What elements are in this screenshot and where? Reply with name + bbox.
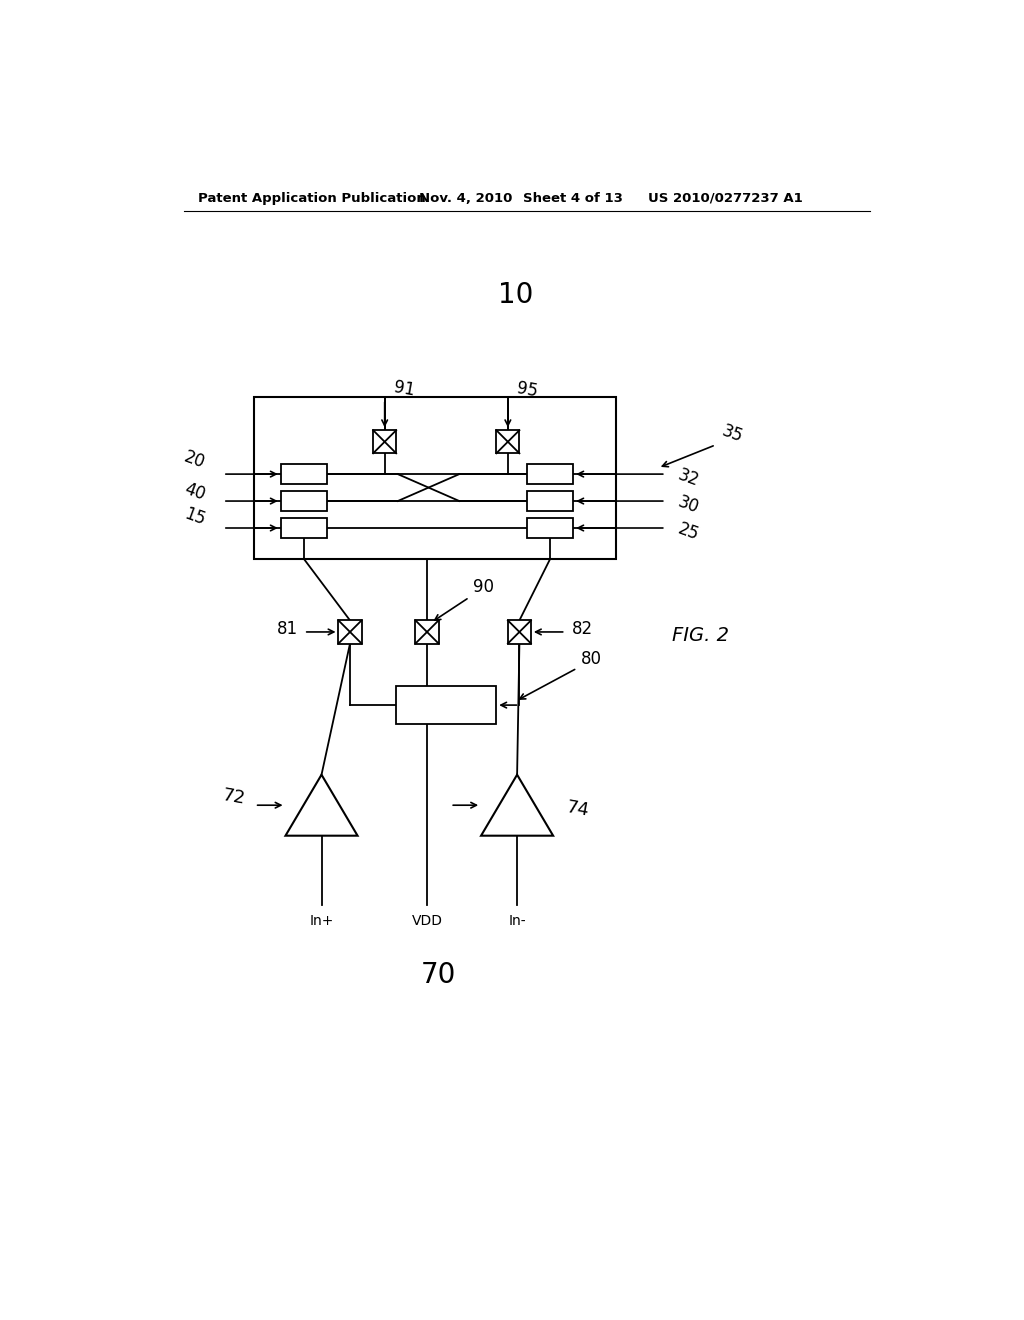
Text: 10: 10: [498, 281, 534, 309]
Bar: [497, 430, 519, 453]
Text: 91: 91: [392, 379, 417, 400]
Bar: [508, 620, 531, 644]
Text: 70: 70: [421, 961, 457, 989]
Bar: [527, 491, 573, 511]
Bar: [339, 620, 361, 644]
Bar: [416, 620, 438, 644]
Text: 82: 82: [571, 620, 593, 638]
Text: 72: 72: [221, 787, 247, 808]
Text: 15: 15: [181, 506, 208, 529]
Bar: [281, 465, 327, 483]
Bar: [527, 465, 573, 483]
Polygon shape: [481, 775, 553, 836]
Polygon shape: [286, 775, 357, 836]
Text: 95: 95: [515, 379, 540, 400]
Bar: [396, 686, 497, 725]
Bar: [281, 491, 327, 511]
Text: 25: 25: [675, 520, 701, 544]
Bar: [373, 430, 396, 453]
Text: Nov. 4, 2010: Nov. 4, 2010: [419, 191, 513, 205]
Text: Sheet 4 of 13: Sheet 4 of 13: [523, 191, 624, 205]
Text: 81: 81: [276, 620, 298, 638]
Bar: [254, 397, 615, 558]
Text: 35: 35: [720, 422, 745, 446]
Bar: [281, 519, 327, 537]
Text: VDD: VDD: [412, 913, 442, 928]
Text: 90: 90: [473, 578, 495, 597]
Text: 32: 32: [675, 466, 701, 490]
Text: FIG. 2: FIG. 2: [672, 626, 729, 645]
Text: 74: 74: [564, 799, 591, 820]
Text: Patent Application Publication: Patent Application Publication: [199, 191, 426, 205]
Text: 80: 80: [581, 649, 602, 668]
Bar: [527, 519, 573, 537]
Text: 40: 40: [181, 479, 208, 504]
Text: 30: 30: [675, 492, 701, 517]
Text: In-: In-: [508, 913, 526, 928]
Text: In+: In+: [309, 913, 334, 928]
Text: 20: 20: [181, 449, 208, 473]
Text: US 2010/0277237 A1: US 2010/0277237 A1: [648, 191, 803, 205]
